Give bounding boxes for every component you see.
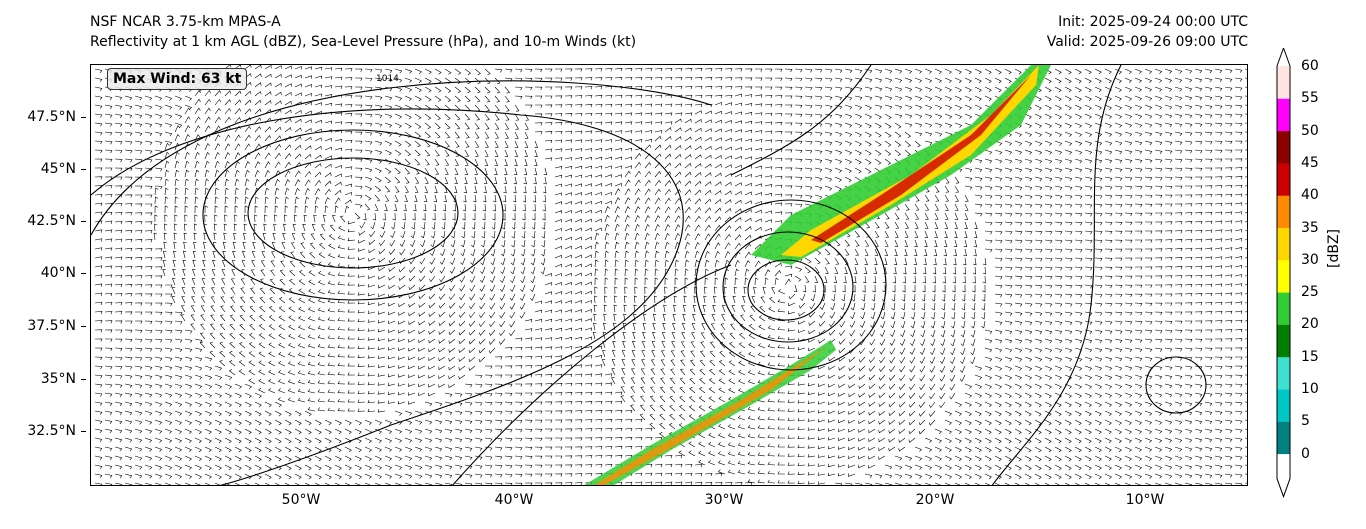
colorbar-unit: [dBZ] — [1326, 228, 1342, 268]
lat-tick: 42.5°N — [27, 213, 86, 229]
colorbar-tick: 45 — [1301, 154, 1319, 171]
fields-title: Reflectivity at 1 km AGL (dBZ), Sea-Leve… — [90, 34, 637, 50]
colorbar-tick: 60 — [1301, 58, 1319, 74]
colorbar-segment — [1277, 162, 1290, 196]
colorbar-segment — [1277, 130, 1290, 164]
model-title: NSF NCAR 3.75-km MPAS-A — [90, 14, 281, 30]
colorbar-tick: 40 — [1301, 187, 1319, 204]
lat-tick: 32.5°N — [27, 423, 86, 439]
valid-time: Valid: 2025-09-26 09:00 UTC — [1046, 34, 1248, 50]
lon-tick: 20°W — [915, 492, 955, 508]
lon-tick: 40°W — [494, 492, 534, 508]
lon-tick: 10°W — [1125, 492, 1165, 508]
title-left: NSF NCAR 3.75-km MPAS-A Reflectivity at … — [90, 12, 636, 52]
max-wind-box: Max Wind: 63 kt — [107, 68, 248, 90]
colorbar-segment — [1277, 195, 1290, 228]
wind-barb-field — [94, 65, 1247, 485]
colorbar-tick: 0 — [1301, 445, 1310, 462]
colorbar-tick: 25 — [1301, 284, 1319, 301]
colorbar-tick: 35 — [1301, 219, 1319, 236]
colorbar-tick: 30 — [1301, 251, 1319, 268]
init-time: Init: 2025-09-24 00:00 UTC — [1058, 14, 1248, 30]
colorbar-segment — [1277, 292, 1290, 325]
map-panel[interactable]: 1014 — [90, 64, 1248, 486]
lon-tick: 50°W — [281, 492, 321, 508]
colorbar-segment — [1277, 421, 1290, 455]
lat-tick: 40°N — [40, 265, 87, 281]
lat-tick: 37.5°N — [27, 318, 86, 334]
colorbar-tick: 10 — [1301, 381, 1319, 397]
colorbar-segment — [1277, 66, 1290, 99]
pressure-contours — [91, 65, 1207, 485]
map-svg: 1014 — [91, 65, 1247, 485]
colorbar-segment — [1277, 227, 1290, 261]
contour-label: 1014 — [376, 74, 399, 84]
lat-tick: 45°N — [40, 161, 87, 177]
colorbar-segment — [1277, 98, 1290, 132]
colorbar-tick: 20 — [1301, 316, 1319, 333]
colorbar-tick: 15 — [1301, 348, 1319, 365]
colorbar-segment — [1277, 324, 1290, 358]
colorbar-segment — [1277, 259, 1290, 293]
reflectivity-band — [584, 65, 1051, 485]
colorbar-outline — [1276, 48, 1291, 499]
lat-tick: 47.5°N — [27, 109, 86, 125]
lon-tick: 30°W — [704, 492, 744, 508]
colorbar-segment — [1277, 389, 1290, 422]
lat-tick: 35°N — [40, 371, 87, 387]
colorbar-segment — [1277, 356, 1290, 390]
title-right: Init: 2025-09-24 00:00 UTC Valid: 2025-0… — [1047, 12, 1248, 52]
colorbar — [1276, 48, 1291, 499]
colorbar-tick: 55 — [1301, 90, 1319, 107]
wind-barbs — [94, 65, 1247, 485]
colorbar-tick: 5 — [1301, 413, 1310, 430]
colorbar-tick: 50 — [1301, 122, 1319, 139]
